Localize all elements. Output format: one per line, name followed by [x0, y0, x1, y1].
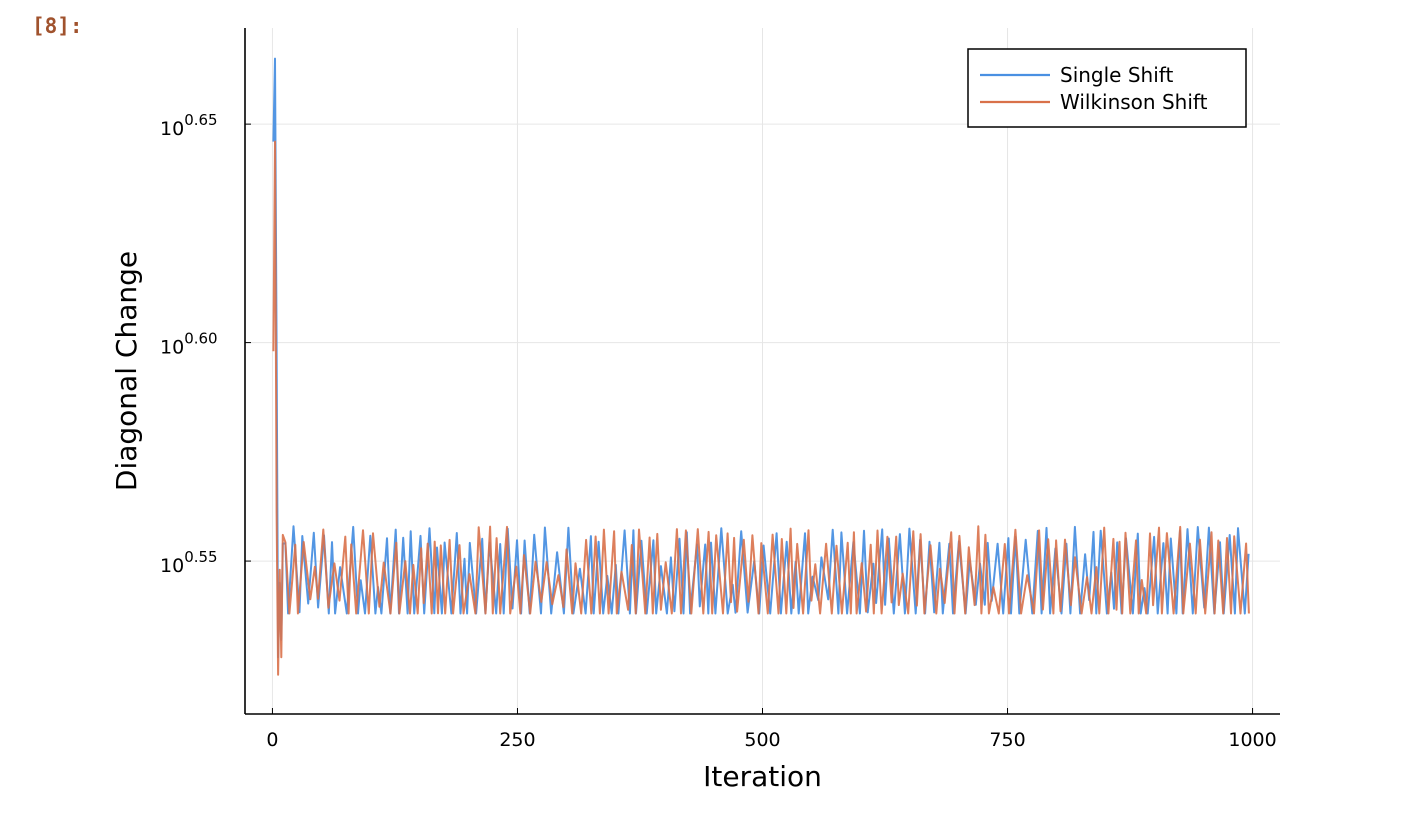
x-tick-label-1: 250 — [499, 729, 535, 751]
cell-prompt: [8]: — [32, 14, 83, 38]
y-tick-label-0: 100.55 — [160, 548, 218, 577]
x-tick-label-2: 500 — [744, 729, 780, 751]
series-line-1 — [272, 140, 1250, 676]
y-axis-label: Diagonal Change — [110, 251, 143, 491]
y-tick-label-2: 100.65 — [160, 111, 218, 140]
legend-label-wilkinson-shift: Wilkinson Shift — [1060, 90, 1208, 114]
legend: Single Shift Wilkinson Shift — [967, 48, 1247, 128]
legend-box — [967, 48, 1247, 128]
x-tick-label-0: 0 — [266, 729, 278, 751]
x-axis-label: Iteration — [703, 760, 822, 793]
legend-label-single-shift: Single Shift — [1060, 63, 1173, 87]
x-tick-label-3: 750 — [989, 729, 1025, 751]
x-tick-labels: 0 250 500 750 1000 — [266, 708, 1277, 751]
y-tick-labels: 100.55 100.60 100.65 — [160, 111, 251, 577]
x-tick-label-4: 1000 — [1228, 729, 1276, 751]
y-tick-label-1: 100.60 — [160, 330, 218, 359]
series-layer — [272, 57, 1250, 676]
